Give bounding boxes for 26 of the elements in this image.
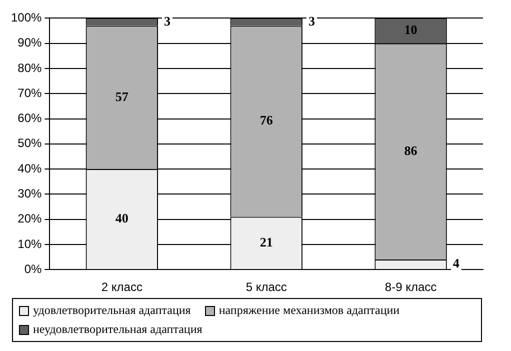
y-tick-label: 70%: [18, 86, 42, 100]
y-tick-label: 10%: [18, 236, 42, 251]
y-tick-label: 50%: [18, 136, 42, 150]
data-label: 57: [115, 88, 129, 104]
y-tick-label: 60%: [18, 111, 42, 126]
x-tick-label: 5 класс: [246, 280, 287, 294]
y-tick-label: 20%: [18, 212, 42, 226]
data-label: 76: [260, 112, 274, 128]
legend-label: удовлетворительная адаптация: [33, 303, 191, 318]
x-tick-label: 8-9 класс: [384, 280, 437, 294]
legend-label: неудовлетворительная адаптация: [33, 322, 202, 337]
y-tick-label: 40%: [18, 161, 42, 176]
data-label: 10: [404, 22, 418, 38]
data-label: 86: [404, 142, 418, 158]
data-label: 4: [452, 256, 460, 271]
x-tick-label: 2 класс: [101, 280, 142, 294]
y-tick-label: 90%: [18, 36, 42, 50]
y-tick-label: 80%: [18, 60, 42, 75]
data-label: 3: [308, 13, 316, 28]
y-tick-label: 0%: [24, 262, 42, 276]
y-tick-label: 30%: [18, 186, 42, 200]
data-label: 40: [115, 210, 128, 226]
data-label: 21: [260, 234, 273, 250]
data-label: 3: [164, 13, 172, 28]
y-tick-label: 100%: [10, 10, 42, 25]
legend-label: напряжение механизмов адаптации: [218, 303, 400, 318]
